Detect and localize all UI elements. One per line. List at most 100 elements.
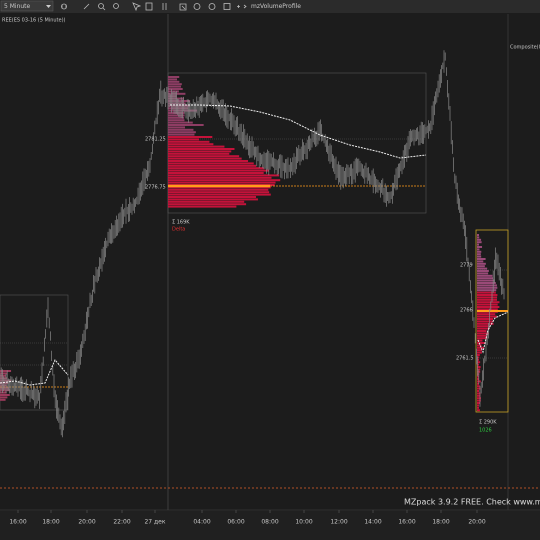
profile-bar bbox=[0, 372, 8, 375]
profile-bar bbox=[168, 121, 193, 124]
profile-bar bbox=[477, 282, 496, 284]
profile-bar bbox=[0, 398, 6, 401]
profile-bar bbox=[168, 85, 181, 88]
profile-bar bbox=[477, 315, 497, 318]
profile-bar bbox=[168, 167, 264, 170]
profile-bar bbox=[477, 294, 498, 296]
profile-bar bbox=[477, 325, 490, 328]
price-bars bbox=[0, 50, 505, 438]
profile-bar bbox=[477, 277, 494, 280]
profile-bar bbox=[168, 143, 214, 146]
vwap-line bbox=[170, 104, 427, 159]
profile-bar bbox=[477, 330, 487, 332]
instrument-label: REE(ES 03-16 (5 Minute)) bbox=[2, 18, 66, 24]
profile-bar bbox=[477, 342, 486, 344]
profile-bar bbox=[477, 397, 481, 400]
profile-bar bbox=[168, 95, 177, 98]
profile-bar bbox=[477, 318, 494, 320]
profile-bar bbox=[168, 174, 280, 177]
profile-bar bbox=[0, 370, 12, 372]
profile-bar bbox=[477, 262, 486, 265]
time-label: 16:00 bbox=[9, 519, 26, 526]
profile-bar bbox=[477, 404, 479, 407]
profile-bar bbox=[0, 379, 12, 382]
profile-bar bbox=[477, 385, 480, 388]
price-level-label: 2776.75 bbox=[145, 185, 166, 191]
profile-bar bbox=[477, 406, 479, 409]
profile-bar bbox=[477, 409, 480, 412]
profile-bar bbox=[477, 373, 480, 376]
time-label: 10:00 bbox=[295, 519, 312, 526]
profile-bar bbox=[168, 138, 200, 141]
profile-bar bbox=[477, 241, 482, 244]
profile-bar bbox=[168, 150, 232, 153]
watermark: MZpack 3.9.2 FREE. Check www.mzpack. bbox=[404, 498, 540, 507]
profile-bar bbox=[168, 196, 257, 198]
profile-bar bbox=[168, 140, 210, 143]
profile-bar bbox=[168, 131, 196, 134]
time-label: 04:00 bbox=[193, 519, 210, 526]
profile-bar bbox=[168, 83, 182, 86]
profile-bar bbox=[168, 169, 269, 172]
profile-bar bbox=[168, 176, 272, 179]
profile-bar bbox=[168, 193, 271, 196]
vwap-line bbox=[477, 311, 509, 354]
profile-bar bbox=[477, 361, 481, 364]
timeframe-dropdown[interactable] bbox=[0, 0, 54, 12]
time-label: 16:00 bbox=[398, 519, 415, 526]
profile-bar bbox=[477, 303, 498, 306]
profile-bar bbox=[477, 344, 482, 347]
profile-bar bbox=[477, 382, 479, 385]
profile-volume: Σ 290K bbox=[479, 420, 497, 426]
profile-bar bbox=[477, 274, 493, 277]
profile-bar bbox=[168, 172, 264, 174]
price-level-label: 2781.25 bbox=[145, 137, 166, 143]
profile-bar bbox=[477, 306, 500, 308]
time-axis bbox=[0, 511, 540, 540]
profile-bar bbox=[477, 267, 488, 270]
profile-bar bbox=[168, 188, 269, 191]
time-label: 27 дек bbox=[144, 519, 165, 526]
profile-bar bbox=[477, 246, 483, 248]
profile-bar bbox=[477, 308, 498, 311]
profile-delta: Delta bbox=[172, 227, 185, 233]
profile-bar bbox=[477, 390, 479, 392]
profile-bar bbox=[168, 179, 281, 182]
profile-box bbox=[0, 294, 69, 411]
profile-bar bbox=[477, 356, 480, 359]
profile-bar bbox=[477, 238, 482, 241]
profile-bar bbox=[168, 203, 247, 206]
profile-bar bbox=[477, 358, 479, 361]
time-label: 18:00 bbox=[42, 519, 59, 526]
time-label: 08:00 bbox=[261, 519, 278, 526]
profile-bar bbox=[168, 136, 213, 138]
profile-bar bbox=[477, 313, 496, 316]
profile-bar bbox=[477, 363, 479, 366]
profile-bar bbox=[477, 387, 481, 390]
profile-bar bbox=[477, 392, 481, 395]
profile-bar bbox=[477, 339, 483, 342]
vwap-line bbox=[0, 359, 69, 386]
toolbar-icons[interactable] bbox=[61, 2, 247, 12]
profile-bar bbox=[168, 88, 183, 90]
profile-bar bbox=[477, 394, 481, 397]
time-label: 12:00 bbox=[330, 519, 347, 526]
profile-bar bbox=[168, 181, 276, 184]
profile-bar bbox=[477, 258, 486, 260]
profile-bar bbox=[168, 90, 179, 93]
profile-bar bbox=[477, 375, 479, 378]
timeframe-text: 5 Minute bbox=[4, 3, 31, 10]
profile-bar bbox=[477, 296, 498, 299]
profile-bar bbox=[477, 265, 485, 268]
profile-bar bbox=[477, 337, 488, 340]
profile-bar bbox=[168, 162, 254, 165]
profile-bar bbox=[477, 298, 497, 301]
profile-bar bbox=[477, 320, 493, 323]
profile-bar bbox=[168, 160, 249, 162]
profile-bar bbox=[477, 286, 498, 289]
profile-bar bbox=[0, 374, 6, 377]
profile-bar bbox=[477, 291, 496, 294]
